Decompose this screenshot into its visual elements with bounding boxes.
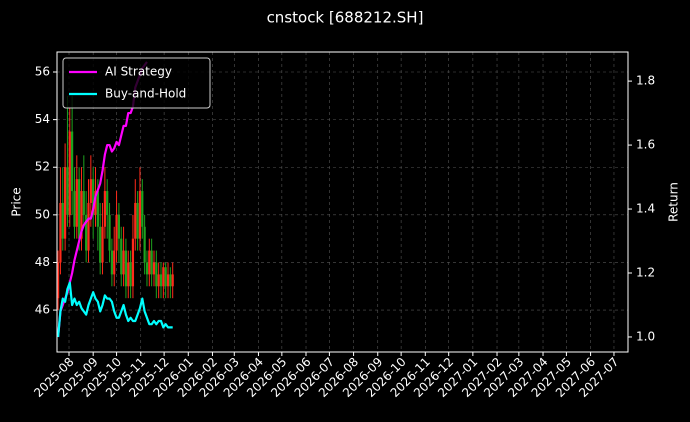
candle-body [56, 262, 60, 299]
candle-body [169, 274, 172, 287]
y-tick-label: 56 [35, 65, 50, 79]
candle-body [141, 191, 144, 227]
candle-body [150, 250, 153, 275]
candle-body [138, 191, 142, 239]
candle-body [155, 262, 158, 287]
candle-body [66, 167, 69, 215]
candle-body [89, 179, 92, 203]
y2-tick-label: 1.8 [636, 74, 655, 88]
candle-body [120, 238, 123, 275]
candle-body [71, 131, 74, 192]
y2-tick-label: 1.4 [636, 202, 655, 216]
candle-body [157, 274, 160, 287]
candle-body [106, 191, 109, 215]
candle-body [87, 202, 90, 251]
candle-body [148, 250, 151, 275]
candle-body [166, 274, 170, 287]
candle-body [59, 202, 62, 263]
candle-body [99, 226, 102, 263]
candle-body [94, 191, 97, 215]
y-tick-label: 54 [35, 112, 50, 126]
y-tick-label: 46 [35, 303, 50, 317]
candle-body [129, 262, 132, 287]
candle-body [113, 250, 116, 275]
y-tick-label: 52 [35, 160, 50, 174]
y-axis-label: Price [10, 187, 24, 216]
return-line [56, 281, 173, 338]
candle-body [78, 179, 81, 239]
candle-body [85, 214, 88, 251]
candle-body [64, 167, 67, 239]
candle-body [164, 267, 167, 287]
candle-body [171, 274, 174, 287]
candle-body [124, 250, 128, 287]
candle-body [136, 202, 139, 239]
candle-body [117, 214, 121, 239]
candle-body [96, 191, 99, 227]
candle-body [101, 226, 104, 263]
candle-body [122, 250, 125, 275]
candle-body [115, 214, 118, 251]
candle-body [92, 179, 95, 215]
candle-body [103, 191, 106, 227]
y2-tick-label: 1.2 [636, 266, 655, 280]
candle-body [108, 214, 111, 251]
candle-body [110, 250, 113, 275]
plot-frame [56, 51, 629, 353]
legend-label: AI Strategy [105, 65, 172, 79]
candle-body [162, 267, 165, 287]
y2-axis-label: Return [667, 182, 681, 222]
candle-body [73, 191, 76, 227]
candle-body [131, 238, 135, 287]
candle-body [152, 262, 156, 275]
y-tick-label: 48 [35, 255, 50, 269]
legend-box [62, 57, 211, 109]
candle-body [143, 226, 146, 263]
candle-body [61, 202, 64, 239]
candle-body [145, 262, 149, 275]
y-tick-label: 50 [35, 207, 50, 221]
legend-label: Buy-and-Hold [105, 87, 186, 101]
candle-body [134, 202, 137, 239]
y2-tick-label: 1.6 [636, 138, 655, 152]
candle-body [68, 131, 71, 215]
return-line [56, 61, 148, 338]
candle-body [159, 274, 163, 287]
candle-body [80, 191, 83, 239]
candle-body [127, 262, 130, 287]
candle-body [75, 179, 78, 227]
chart-title: cnstock [688212.SH] [267, 9, 424, 27]
candle-body [82, 191, 85, 215]
legend: AI Strategy Buy-and-Hold [62, 57, 211, 109]
y2-tick-label: 1.0 [636, 329, 655, 343]
